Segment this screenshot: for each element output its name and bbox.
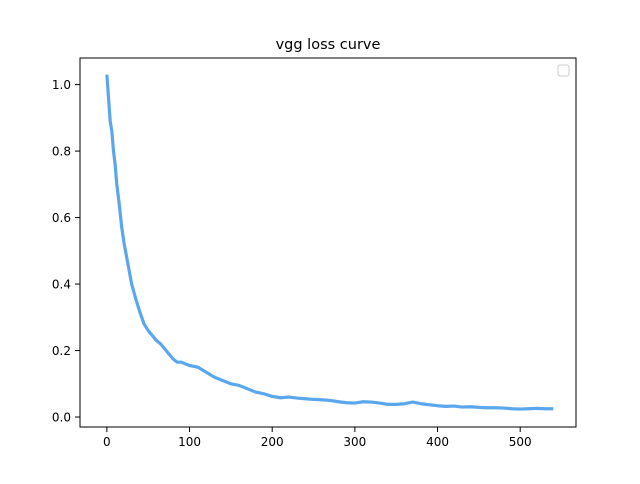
series-layer [105,74,554,411]
y-tick-label: 0.8 [52,145,71,159]
x-tick-label: 500 [509,435,532,449]
legend-frame [557,64,570,77]
y-tick-label: 0.6 [52,211,71,225]
y-tick-label: 0.2 [52,344,71,358]
x-tick-label: 100 [178,435,201,449]
y-tick-label: 0.4 [52,278,71,292]
legend-box [557,64,570,77]
y-tick-label: 1.0 [52,78,71,92]
loss-series-line [105,74,554,411]
x-tick-label: 200 [261,435,284,449]
plot-frame [79,57,577,428]
axis-ticks: 0 100 200 300 400 500 0.0 0.2 0.4 0.6 0.8 1.0 [52,78,532,449]
x-tick-label: 400 [426,435,449,449]
chart-title: vgg loss curve [276,37,381,53]
x-tick-label: 0 [103,435,111,449]
y-tick-label: 0.0 [52,411,71,425]
x-tick-label: 300 [343,435,366,449]
